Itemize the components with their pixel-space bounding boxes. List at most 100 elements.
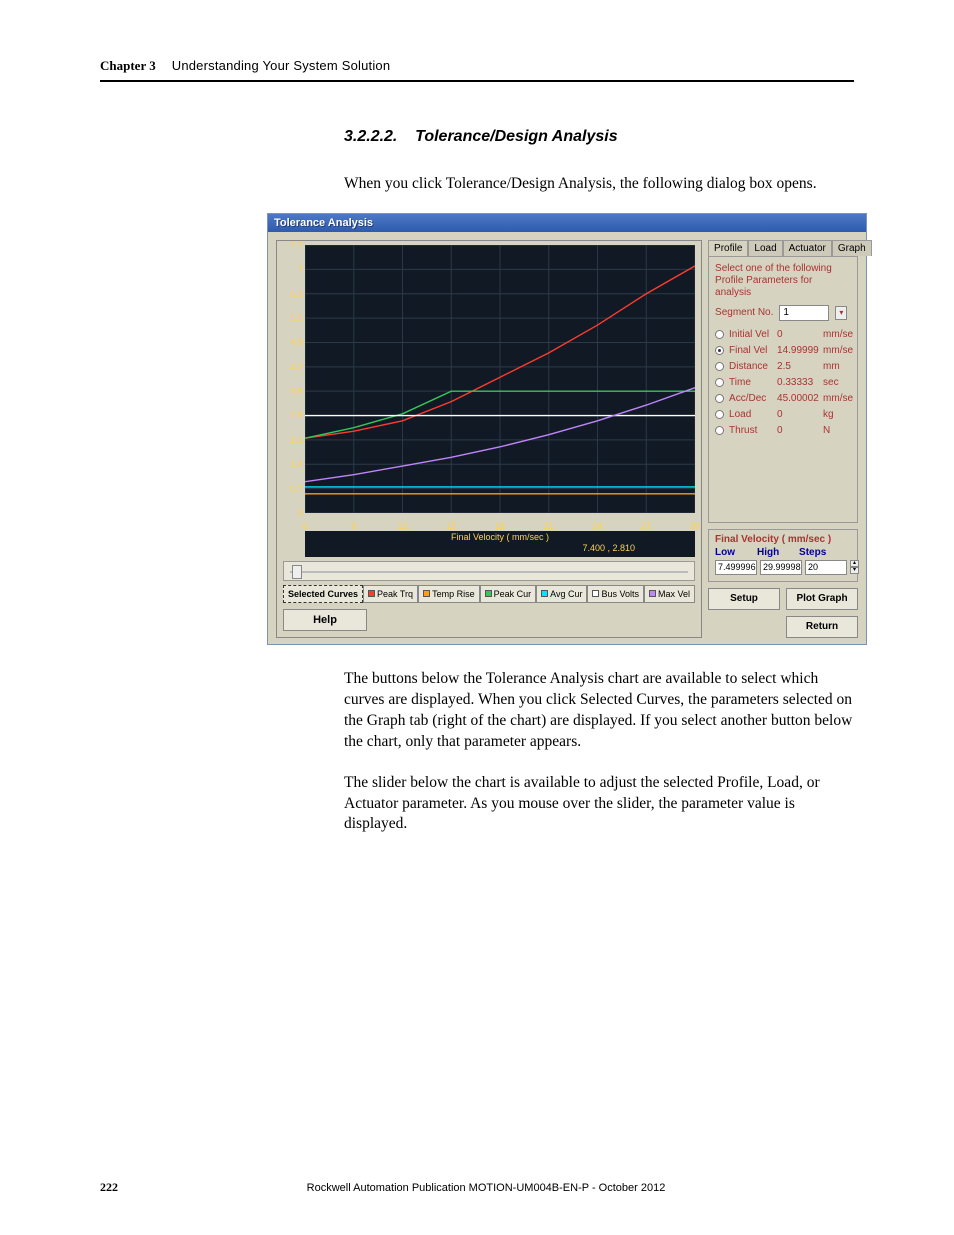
section-title: Tolerance/Design Analysis	[415, 128, 617, 145]
dialog-titlebar[interactable]: Tolerance Analysis	[268, 214, 866, 232]
param-row-acc_dec: Acc/Dec45.00002mm/se	[715, 393, 851, 404]
tab-strip: ProfileLoadActuatorGraph	[708, 240, 858, 256]
param-label: Thrust	[729, 425, 773, 436]
y-tick: 5.6	[283, 313, 303, 323]
param-radio-time[interactable]	[715, 378, 724, 387]
curve-button-peak-cur[interactable]: Peak Cur	[480, 585, 537, 603]
fv-low-header: Low	[715, 547, 757, 558]
curve-button-bus-volts[interactable]: Bus Volts	[587, 585, 644, 603]
param-row-time: Time0.33333sec	[715, 377, 851, 388]
legend-swatch	[485, 590, 492, 597]
curve-button-label: Bus Volts	[601, 589, 639, 599]
param-label: Final Vel	[729, 345, 773, 356]
fv-high-header: High	[757, 547, 799, 558]
x-tick: 21	[544, 521, 554, 531]
curve-button-max-vel[interactable]: Max Vel	[644, 585, 695, 603]
profile-tab-body: Select one of the following Profile Para…	[708, 256, 858, 523]
y-tick: 7.7	[283, 240, 303, 250]
param-radio-load[interactable]	[715, 410, 724, 419]
fv-steps-header: Steps	[799, 547, 841, 558]
fv-high-input[interactable]	[760, 560, 802, 575]
x-axis-label: Final Velocity ( mm/sec ) 7.400 , 2.810	[305, 531, 695, 557]
curve-button-row: Selected Curves Peak Trq Temp Rise Peak Cur…	[283, 585, 695, 603]
param-label: Acc/Dec	[729, 393, 773, 404]
chapter-label: Chapter 3	[100, 58, 156, 74]
param-unit: mm/se	[823, 345, 857, 356]
body-paragraph-2: The slider below the chart is available …	[344, 773, 854, 836]
param-radio-distance	[715, 362, 724, 371]
param-value: 45.00002	[777, 393, 819, 404]
tab-graph[interactable]: Graph	[832, 240, 872, 256]
segment-dropdown-icon[interactable]: ▾	[835, 306, 847, 320]
section-heading: 3.2.2.2. Tolerance/Design Analysis	[344, 128, 854, 146]
fv-steps-spinner[interactable]: ▴▾	[850, 560, 860, 574]
profile-tab-desc: Select one of the following Profile Para…	[715, 263, 851, 299]
section-number: 3.2.2.2.	[344, 128, 397, 145]
curve-button-label: Avg Cur	[550, 589, 582, 599]
curve-button-temp-rise[interactable]: Temp Rise	[418, 585, 480, 603]
tab-load[interactable]: Load	[748, 240, 782, 256]
fv-low-input[interactable]	[715, 560, 757, 575]
y-tick: 2.1	[283, 435, 303, 445]
param-radio-thrust[interactable]	[715, 426, 724, 435]
body-paragraph-1: The buttons below the Tolerance Analysis…	[344, 669, 854, 753]
x-tick: 27	[641, 521, 651, 531]
param-unit: mm/se	[823, 329, 857, 340]
tolerance-analysis-dialog: Tolerance Analysis 00.71.42.12.83.54.24.…	[267, 213, 867, 645]
intro-paragraph: When you click Tolerance/Design Analysis…	[344, 174, 854, 195]
segment-no-label: Segment No.	[715, 307, 773, 318]
param-value: 2.5	[777, 361, 819, 372]
segment-no-input[interactable]	[779, 305, 829, 321]
param-unit: N	[823, 425, 857, 436]
curve-button-label: Max Vel	[658, 589, 690, 599]
y-tick: 6.3	[283, 289, 303, 299]
x-tick: 12	[397, 521, 407, 531]
right-panel: ProfileLoadActuatorGraph Select one of t…	[708, 240, 858, 638]
param-row-thrust: Thrust0N	[715, 425, 851, 436]
curve-button-peak-trq[interactable]: Peak Trq	[363, 585, 418, 603]
param-value: 0	[777, 329, 819, 340]
chart-area: 00.71.42.12.83.54.24.95.66.377.7 6912151…	[283, 245, 695, 531]
param-value: 0	[777, 409, 819, 420]
param-value: 0	[777, 425, 819, 436]
chart-plot[interactable]	[305, 245, 695, 513]
param-label: Distance	[729, 361, 773, 372]
param-value: 0.33333	[777, 377, 819, 388]
setup-button[interactable]: Setup	[708, 588, 780, 610]
slider-thumb[interactable]	[292, 565, 302, 579]
chart-panel: 00.71.42.12.83.54.24.95.66.377.7 6912151…	[276, 240, 702, 638]
help-button[interactable]: Help	[283, 609, 367, 631]
param-label: Time	[729, 377, 773, 388]
param-row-initial_vel: Initial Vel0mm/se	[715, 329, 851, 340]
y-tick: 1.4	[283, 459, 303, 469]
param-row-load: Load0kg	[715, 409, 851, 420]
param-unit: mm/se	[823, 393, 857, 404]
final-velocity-title: Final Velocity ( mm/sec )	[715, 534, 851, 545]
final-velocity-group: Final Velocity ( mm/sec ) Low High Steps…	[708, 529, 858, 582]
x-axis-label-text: Final Velocity ( mm/sec )	[451, 532, 549, 542]
publication-line: Rockwell Automation Publication MOTION-U…	[118, 1182, 854, 1194]
tab-profile[interactable]: Profile	[708, 240, 748, 256]
param-radio-final_vel[interactable]	[715, 346, 724, 355]
legend-swatch	[541, 590, 548, 597]
legend-swatch	[423, 590, 430, 597]
fv-steps-input[interactable]	[805, 560, 847, 575]
param-radio-acc_dec	[715, 394, 724, 403]
return-button[interactable]: Return	[786, 616, 858, 638]
param-slider[interactable]	[283, 561, 695, 581]
y-tick: 3.5	[283, 386, 303, 396]
coord-readout: 7.400 , 2.810	[582, 543, 635, 553]
param-label: Initial Vel	[729, 329, 773, 340]
selected-curves-button[interactable]: Selected Curves	[283, 585, 363, 603]
curve-button-avg-cur[interactable]: Avg Cur	[536, 585, 587, 603]
y-tick: 4.2	[283, 362, 303, 372]
param-radio-initial_vel	[715, 330, 724, 339]
tab-actuator[interactable]: Actuator	[783, 240, 832, 256]
legend-swatch	[592, 590, 599, 597]
curve-button-label: Temp Rise	[432, 589, 475, 599]
curve-button-label: Peak Trq	[377, 589, 413, 599]
param-row-distance: Distance2.5mm	[715, 361, 851, 372]
x-tick: 6	[302, 521, 307, 531]
plot-graph-button[interactable]: Plot Graph	[786, 588, 858, 610]
y-tick: 2.8	[283, 410, 303, 420]
